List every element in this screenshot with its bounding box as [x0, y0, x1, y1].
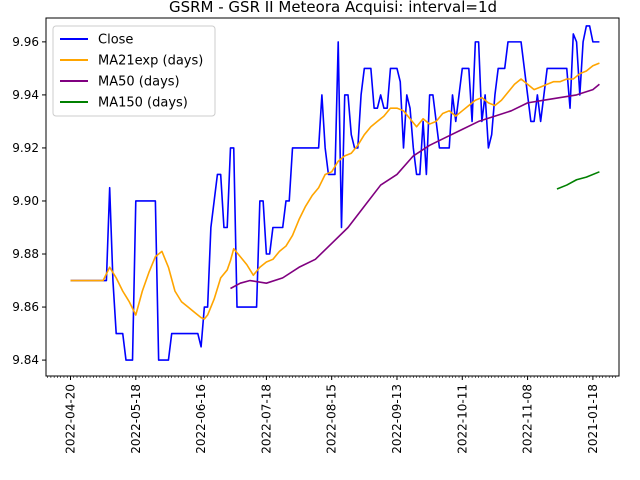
y-tick-label: 9.84 [12, 353, 39, 367]
plot-border [45, 17, 620, 377]
x-tick-label: 2022-07-18 [259, 384, 273, 454]
series-layer [70, 25, 600, 361]
legend-label: MA50 (days) [98, 75, 180, 90]
legend-label: MA150 (days) [98, 96, 188, 111]
x-tick-label: 2022-05-18 [129, 384, 143, 454]
x-tick-label: 2022-09-13 [390, 384, 404, 454]
series-line-ma21exp-days [70, 62, 600, 320]
legend: Close MA21exp (days) MA50 (days) MA150 (day… [52, 25, 216, 117]
y-tick-label: 9.88 [12, 247, 39, 261]
x-axis: 2022-04-20 2022-05-18 2022-06-16 2022-07-18… [47, 376, 617, 454]
legend-box [52, 25, 216, 117]
x-tick-label: 2022-08-15 [325, 384, 339, 454]
y-tick-label: 9.92 [12, 141, 39, 155]
x-tick-label: 2022-10-11 [455, 384, 469, 454]
y-tick-label: 9.86 [12, 300, 39, 314]
x-tick-label: 2022-11-08 [521, 384, 535, 454]
legend-label: MA21exp (days) [98, 54, 203, 69]
y-tick-label: 9.94 [12, 88, 39, 102]
y-tick-label: 9.90 [12, 194, 39, 208]
x-tick-label: 2022-06-16 [194, 384, 208, 454]
legend-label: Close [98, 33, 133, 48]
y-axis: 9.84 9.86 9.88 9.90 9.92 9.94 9.96 [12, 35, 46, 367]
x-tick-label: 2022-04-20 [63, 384, 77, 454]
series-line-ma50-days [230, 83, 600, 290]
x-tick-label: 2021-01-18 [586, 384, 600, 454]
y-tick-label: 9.96 [12, 35, 39, 49]
series-line-ma150-days [556, 171, 600, 190]
chart-title: GSRM - GSR II Meteora Acquisi: interval=… [169, 0, 497, 16]
series-line-close [70, 25, 600, 361]
